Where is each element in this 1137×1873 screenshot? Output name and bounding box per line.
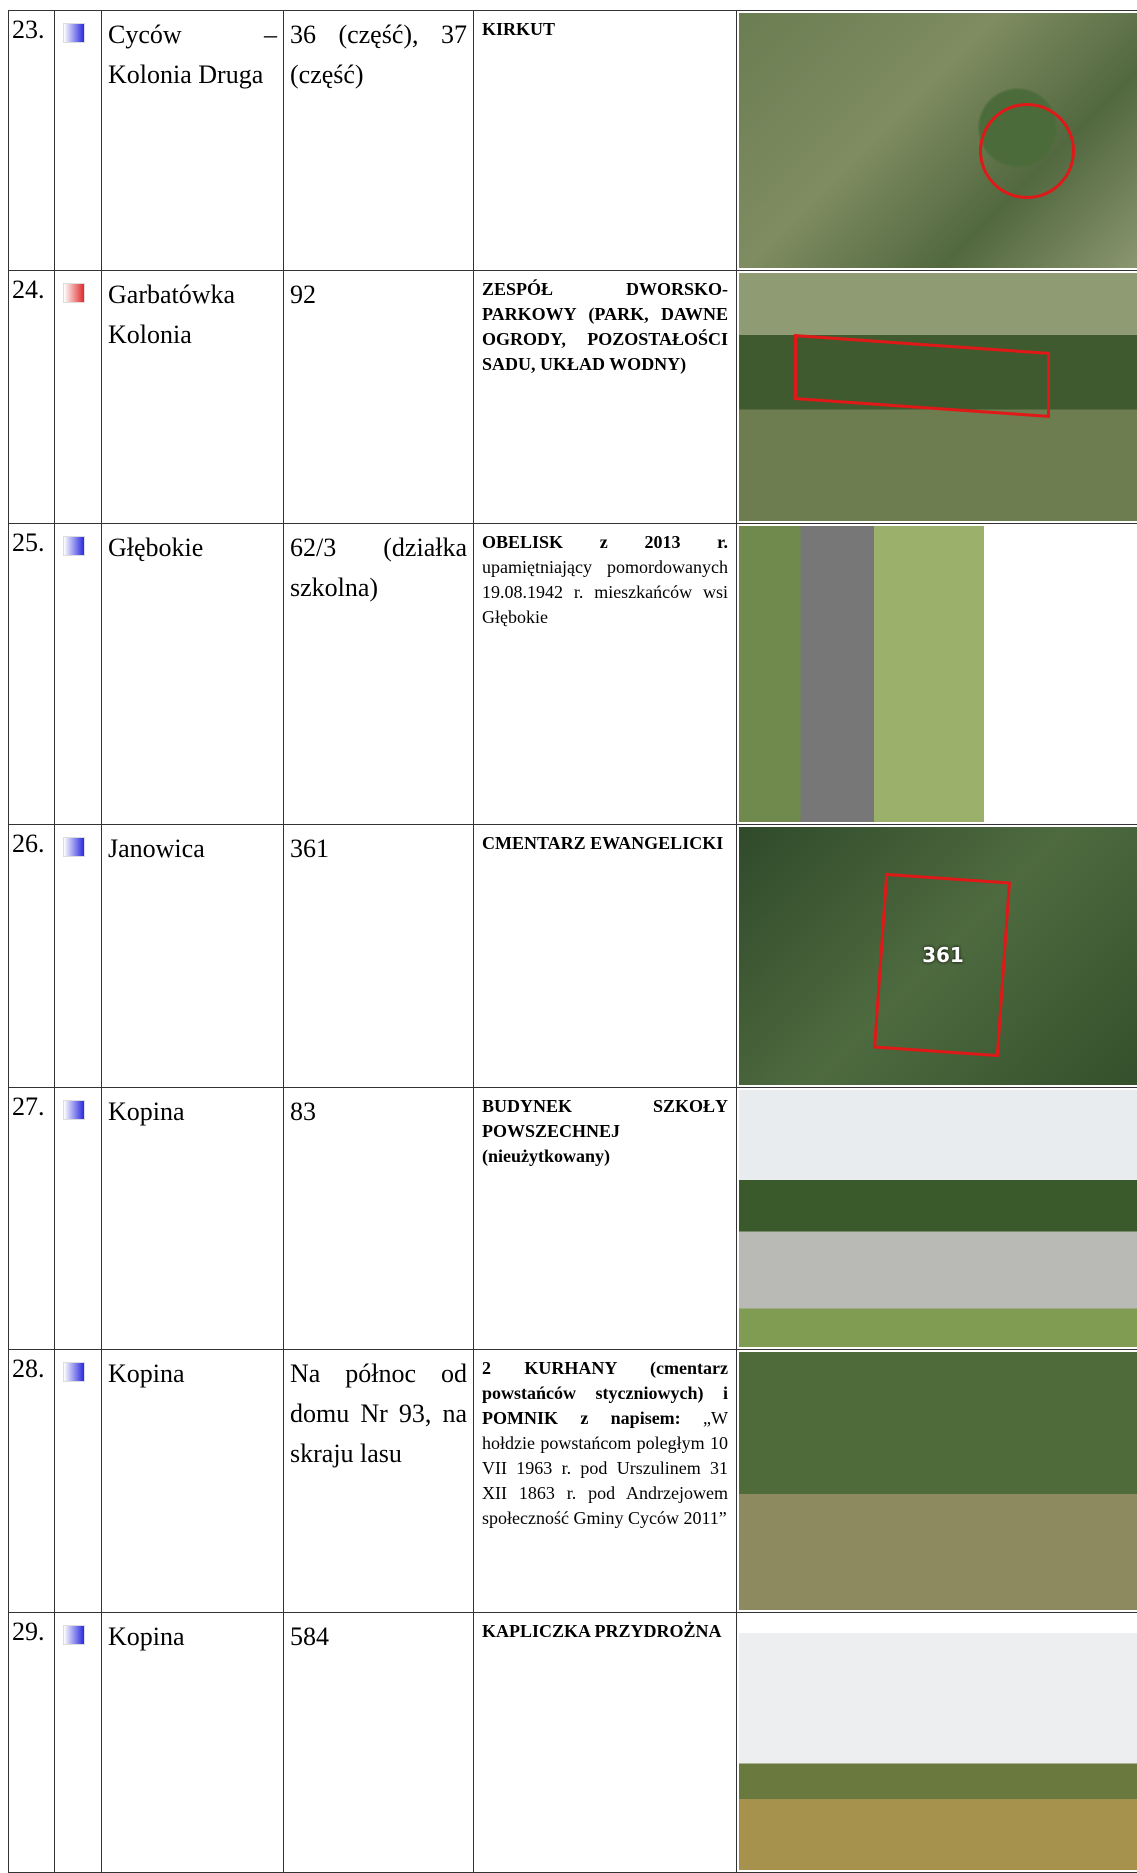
plot-number: 361 <box>284 825 474 1088</box>
plot-number: 584 <box>284 1613 474 1873</box>
description: 2 KURHANY (cmentarz powstańców styczniow… <box>474 1350 737 1613</box>
row-number: 29. <box>9 1613 55 1873</box>
description-text: upamiętniający pomordowanych 19.08.1942 … <box>482 557 728 627</box>
description: KAPLICZKA PRZYDROŻNA <box>474 1613 737 1873</box>
description-title: KAPLICZKA PRZYDROŻNA <box>482 1621 722 1641</box>
plot-number: 62/3 (działka szkolna) <box>284 524 474 825</box>
place-name: Kopina <box>102 1088 284 1350</box>
place-name: Kopina <box>102 1350 284 1613</box>
description-title: BUDYNEK SZKOŁY POWSZECHNEJ (nieużytkowan… <box>482 1096 728 1166</box>
row-number: 27. <box>9 1088 55 1350</box>
marker-cell <box>55 1613 102 1873</box>
photo <box>739 1633 1137 1870</box>
image-cell <box>737 11 1137 271</box>
description-title: KIRKUT <box>482 19 555 39</box>
description: ZESPÓŁ DWORSKO-PARKOWY (PARK, DAWNE OGRO… <box>474 271 737 524</box>
image-label: 361 <box>922 943 964 967</box>
photo <box>739 273 1137 521</box>
description: KIRKUT <box>474 11 737 271</box>
marker-cell <box>55 1088 102 1350</box>
image-cell <box>737 1613 1137 1873</box>
place-name: Głębokie <box>102 524 284 825</box>
description-title: CMENTARZ EWANGELICKI <box>482 833 723 853</box>
highlight-circle <box>979 103 1075 199</box>
marker <box>63 1625 85 1645</box>
image-cell <box>737 524 1137 825</box>
description: CMENTARZ EWANGELICKI <box>474 825 737 1088</box>
place-name: Cyców – Kolonia Druga <box>102 11 284 271</box>
marker-cell <box>55 825 102 1088</box>
photo: 361 <box>739 827 1137 1085</box>
marker-cell <box>55 271 102 524</box>
plot-number: 92 <box>284 271 474 524</box>
marker <box>63 837 85 857</box>
row-number: 25. <box>9 524 55 825</box>
place-name: Kopina <box>102 1613 284 1873</box>
photo <box>739 1352 1137 1610</box>
marker-cell <box>55 11 102 271</box>
photo <box>739 526 984 822</box>
highlight-area <box>794 334 1050 418</box>
plot-number: Na północ od domu Nr 93, na skraju lasu <box>284 1350 474 1613</box>
description: OBELISK z 2013 r. upamiętniający pomordo… <box>474 524 737 825</box>
plot-number: 36 (część), 37 (część) <box>284 11 474 271</box>
photo <box>739 13 1137 268</box>
row-number: 23. <box>9 11 55 271</box>
row-number: 24. <box>9 271 55 524</box>
image-cell <box>737 271 1137 524</box>
marker <box>63 1100 85 1120</box>
description: BUDYNEK SZKOŁY POWSZECHNEJ (nieużytkowan… <box>474 1088 737 1350</box>
marker-cell <box>55 1350 102 1613</box>
marker <box>63 1362 85 1382</box>
image-cell <box>737 1350 1137 1613</box>
place-name: Garbatówka Kolonia <box>102 271 284 524</box>
marker-cell <box>55 524 102 825</box>
description-title: ZESPÓŁ DWORSKO-PARKOWY (PARK, DAWNE OGRO… <box>482 279 728 374</box>
description-title: OBELISK z 2013 r. <box>482 532 728 552</box>
plot-number: 83 <box>284 1088 474 1350</box>
description-title: 2 KURHANY (cmentarz powstańców styczniow… <box>482 1358 728 1428</box>
place-name: Janowica <box>102 825 284 1088</box>
marker <box>63 536 85 556</box>
row-number: 26. <box>9 825 55 1088</box>
image-cell <box>737 1088 1137 1350</box>
image-cell: 361 <box>737 825 1137 1088</box>
photo <box>739 1090 1137 1347</box>
marker <box>63 23 85 43</box>
row-number: 28. <box>9 1350 55 1613</box>
marker <box>63 283 85 303</box>
